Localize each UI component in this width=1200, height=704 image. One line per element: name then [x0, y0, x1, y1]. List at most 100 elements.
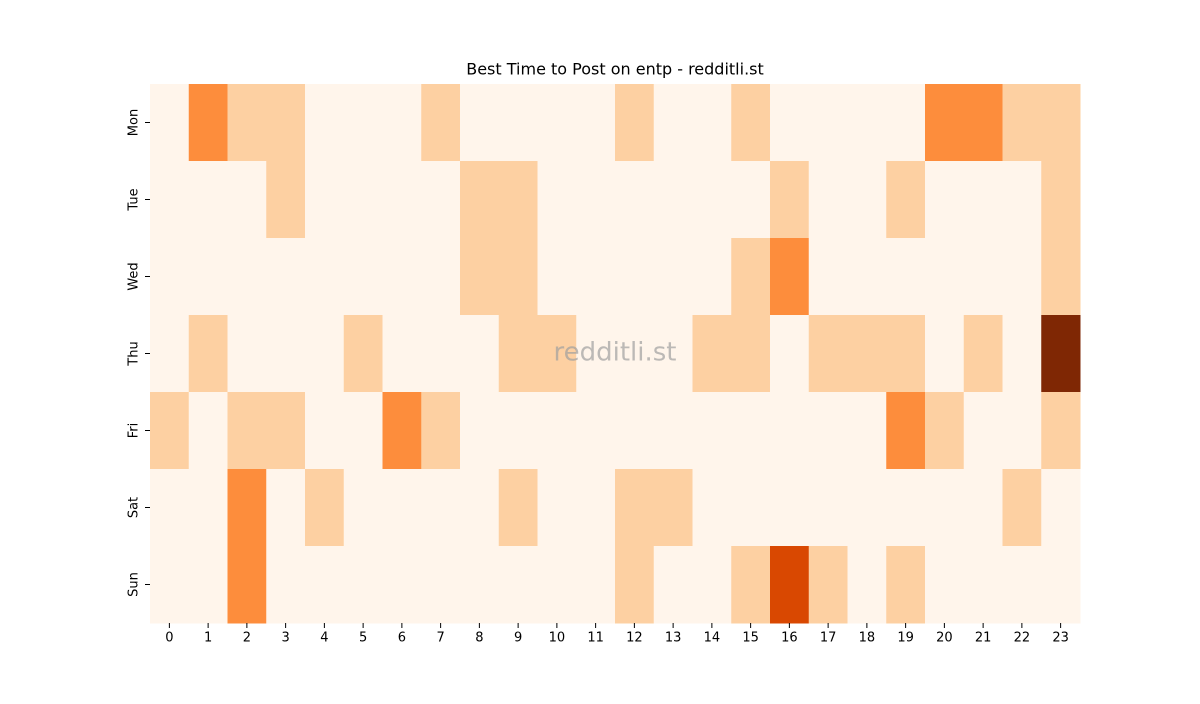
heatmap-cell	[692, 315, 732, 393]
heatmap-cell	[886, 469, 926, 547]
heatmap-cell	[227, 469, 267, 547]
heatmap-cell	[808, 392, 848, 470]
y-tick-label: Tue	[127, 188, 142, 211]
heatmap-cell	[963, 469, 1003, 547]
heatmap-cell	[653, 546, 693, 624]
heatmap-cell	[770, 392, 810, 470]
heatmap-cell	[886, 546, 926, 624]
heatmap-cell	[266, 546, 306, 624]
heatmap-cell	[925, 84, 965, 162]
heatmap-cell	[886, 315, 926, 393]
heatmap-cell	[963, 315, 1003, 393]
heatmap-cell	[692, 392, 732, 470]
heatmap-cell	[227, 84, 267, 162]
x-tick-label: 22	[1014, 631, 1031, 646]
heatmap-cell	[615, 546, 655, 624]
watermark: redditli.st	[554, 338, 677, 368]
heatmap-cell	[460, 392, 500, 470]
heatmap-cell	[421, 161, 461, 239]
heatmap-cell	[537, 546, 577, 624]
x-tick-label: 17	[820, 631, 837, 646]
heatmap-cell	[576, 469, 616, 547]
x-tick-label: 19	[897, 631, 914, 646]
heatmap-cell	[1041, 546, 1081, 624]
heatmap-cell	[653, 84, 693, 162]
heatmap-cell	[266, 161, 306, 239]
heatmap-cell	[847, 84, 887, 162]
y-tick-label: Fri	[127, 423, 142, 439]
heatmap-cell	[266, 315, 306, 393]
heatmap-cell	[1041, 161, 1081, 239]
heatmap-cell	[537, 469, 577, 547]
heatmap-cell	[1002, 469, 1042, 547]
heatmap-cell	[731, 161, 771, 239]
heatmap-cell	[188, 84, 228, 162]
heatmap-cell	[537, 315, 577, 393]
x-tick-label: 5	[359, 631, 367, 646]
heatmap-cell	[615, 469, 655, 547]
heatmap-cell	[382, 161, 422, 239]
heatmap-cell	[963, 84, 1003, 162]
heatmap-cell	[343, 315, 383, 393]
y-tick-label: Thu	[127, 341, 142, 366]
heatmap-cell	[537, 161, 577, 239]
heatmap-cell	[847, 315, 887, 393]
heatmap-cell	[343, 161, 383, 239]
heatmap-cell	[770, 315, 810, 393]
heatmap-cell	[421, 392, 461, 470]
x-tick-label: 23	[1052, 631, 1069, 646]
heatmap-cell	[460, 238, 500, 316]
heatmap-cell	[382, 546, 422, 624]
heatmap-cell	[305, 392, 345, 470]
heatmap-cell	[188, 161, 228, 239]
heatmap-cell	[925, 546, 965, 624]
heatmap-cell	[305, 546, 345, 624]
heatmap-cell	[808, 84, 848, 162]
x-tick-label: 8	[475, 631, 483, 646]
heatmap-cell	[382, 469, 422, 547]
x-tick-label: 6	[398, 631, 406, 646]
heatmap-cell	[460, 84, 500, 162]
heatmap-cell	[1041, 238, 1081, 316]
heatmap-cell	[537, 84, 577, 162]
heatmap-cell	[1002, 392, 1042, 470]
heatmap-cell	[847, 161, 887, 239]
heatmap-cell	[421, 546, 461, 624]
heatmap-cell	[731, 84, 771, 162]
heatmap-cell	[731, 315, 771, 393]
heatmap-cell	[963, 161, 1003, 239]
heatmap-cell	[615, 392, 655, 470]
heatmap-cell	[1041, 84, 1081, 162]
heatmap-cell	[731, 546, 771, 624]
y-tick-label: Wed	[127, 262, 142, 290]
x-tick-label: 9	[514, 631, 522, 646]
heatmap-cell	[653, 469, 693, 547]
heatmap-cell	[150, 161, 190, 239]
heatmap-cell	[770, 84, 810, 162]
x-tick-label: 11	[587, 631, 604, 646]
heatmap-cell	[886, 238, 926, 316]
heatmap-cell	[692, 546, 732, 624]
heatmap-cell	[421, 238, 461, 316]
heatmap-cell	[150, 238, 190, 316]
heatmap-cell	[305, 84, 345, 162]
heatmap-cell	[150, 546, 190, 624]
heatmap-cell	[227, 315, 267, 393]
heatmap-cell	[886, 84, 926, 162]
heatmap-cell	[653, 238, 693, 316]
heatmap-cell	[343, 392, 383, 470]
heatmap-cell	[498, 238, 538, 316]
heatmap-cell	[227, 392, 267, 470]
heatmap-cell	[963, 546, 1003, 624]
heatmap-cell	[576, 238, 616, 316]
heatmap-cell	[653, 392, 693, 470]
heatmap-cell	[963, 392, 1003, 470]
heatmap-cell	[692, 469, 732, 547]
heatmap-cell	[615, 315, 655, 393]
heatmap-cell	[576, 392, 616, 470]
heatmap-cell	[460, 546, 500, 624]
heatmap-cell	[615, 84, 655, 162]
heatmap-cell	[925, 161, 965, 239]
heatmap-cell	[343, 546, 383, 624]
heatmap-cell	[615, 161, 655, 239]
